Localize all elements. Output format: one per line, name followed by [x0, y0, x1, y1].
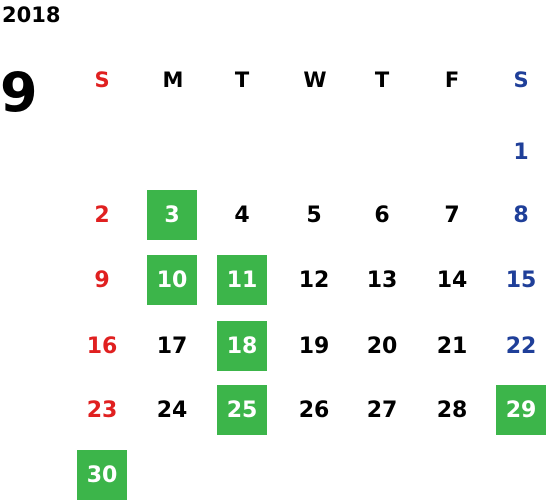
calendar-day[interactable]: 2 — [94, 202, 110, 228]
calendar-day[interactable]: 24 — [156, 397, 188, 423]
calendar-day[interactable]: 15 — [505, 267, 537, 293]
calendar-day[interactable]: 13 — [366, 267, 398, 293]
calendar-day[interactable]: 3 — [147, 190, 197, 240]
weekday-header-sunday: S — [94, 68, 110, 92]
weekday-header-tuesday: T — [234, 68, 250, 92]
calendar-day[interactable]: 19 — [298, 333, 330, 359]
calendar-day[interactable]: 28 — [436, 397, 468, 423]
calendar-month: 9 — [0, 61, 38, 124]
calendar-year: 2018 — [2, 3, 61, 27]
calendar-day[interactable]: 4 — [234, 202, 250, 228]
weekday-header-wednesday: W — [303, 68, 327, 92]
weekday-header-friday: F — [444, 68, 460, 92]
calendar-day[interactable]: 26 — [298, 397, 330, 423]
calendar-day[interactable]: 22 — [505, 333, 537, 359]
calendar-day[interactable]: 23 — [86, 397, 118, 423]
calendar-day[interactable]: 29 — [496, 385, 546, 435]
calendar-day[interactable]: 16 — [86, 333, 118, 359]
weekday-header-saturday: S — [513, 68, 529, 92]
calendar-day[interactable]: 10 — [147, 255, 197, 305]
calendar-day[interactable]: 7 — [444, 202, 460, 228]
calendar-day[interactable]: 18 — [217, 321, 267, 371]
calendar-day[interactable]: 14 — [436, 267, 468, 293]
calendar-day[interactable]: 12 — [298, 267, 330, 293]
calendar-day[interactable]: 21 — [436, 333, 468, 359]
weekday-header-monday: M — [162, 68, 184, 92]
calendar-day[interactable]: 27 — [366, 397, 398, 423]
calendar-day[interactable]: 17 — [156, 333, 188, 359]
calendar-day[interactable]: 6 — [374, 202, 390, 228]
calendar-day[interactable]: 30 — [77, 450, 127, 500]
calendar-day[interactable]: 25 — [217, 385, 267, 435]
weekday-header-thursday: T — [374, 68, 390, 92]
calendar-day[interactable]: 1 — [513, 139, 529, 165]
calendar-day[interactable]: 8 — [513, 202, 529, 228]
calendar-day[interactable]: 5 — [306, 202, 322, 228]
calendar-day[interactable]: 11 — [217, 255, 267, 305]
calendar-day[interactable]: 20 — [366, 333, 398, 359]
calendar-day[interactable]: 9 — [94, 267, 110, 293]
